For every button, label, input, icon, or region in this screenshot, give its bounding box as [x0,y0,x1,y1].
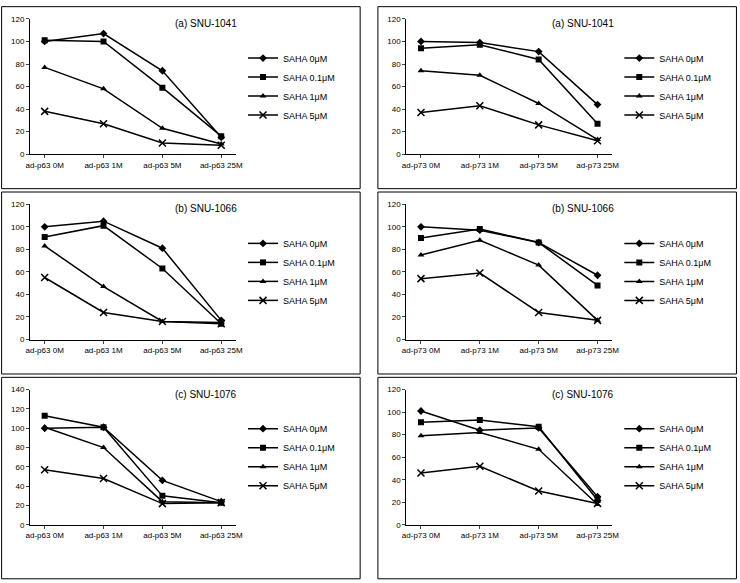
svg-text:ad-p63 0M: ad-p63 0M [26,531,65,540]
svg-text:(b) SNU-1066: (b) SNU-1066 [552,203,614,214]
svg-text:60: 60 [15,82,24,91]
svg-text:80: 80 [15,60,24,69]
svg-text:SAHA 1μM: SAHA 1μM [659,92,703,102]
svg-text:60: 60 [392,82,401,91]
svg-text:SAHA 5μM: SAHA 5μM [283,296,327,306]
svg-text:40: 40 [15,290,24,299]
svg-text:80: 80 [15,443,24,452]
svg-text:ad-p63 5M: ad-p63 5M [143,531,182,540]
svg-text:40: 40 [392,290,401,299]
svg-text:80: 80 [392,60,401,69]
svg-text:ad-p63 1M: ad-p63 1M [84,531,123,540]
svg-text:ad-p73 5M: ad-p73 5M [520,531,559,540]
svg-text:120: 120 [11,200,25,209]
svg-text:40: 40 [392,476,401,485]
svg-text:(c) SNU-1076: (c) SNU-1076 [175,389,237,400]
svg-text:SAHA 0μM: SAHA 0μM [283,424,327,434]
svg-text:80: 80 [392,245,401,254]
svg-text:ad-p63 25M: ad-p63 25M [200,161,243,170]
svg-text:100: 100 [11,223,25,232]
svg-text:0: 0 [396,150,401,159]
svg-text:SAHA 1μM: SAHA 1μM [659,277,703,287]
svg-text:SAHA 5μM: SAHA 5μM [283,111,327,121]
svg-text:60: 60 [15,463,24,472]
svg-text:ad-p73 0M: ad-p73 0M [402,161,441,170]
svg-text:SAHA 0.1μM: SAHA 0.1μM [283,443,335,453]
svg-text:20: 20 [15,127,24,136]
svg-text:SAHA 5μM: SAHA 5μM [659,481,703,491]
svg-text:120: 120 [11,405,25,414]
svg-text:SAHA 0μM: SAHA 0μM [659,54,703,64]
svg-text:0: 0 [20,335,25,344]
svg-text:0: 0 [396,521,401,530]
svg-text:SAHA 5μM: SAHA 5μM [659,111,703,121]
svg-text:SAHA 0.1μM: SAHA 0.1μM [283,258,335,268]
svg-text:140: 140 [11,385,25,394]
svg-text:ad-p73 5M: ad-p73 5M [520,161,559,170]
svg-text:100: 100 [387,223,401,232]
svg-text:100: 100 [11,37,25,46]
svg-text:20: 20 [392,313,401,322]
svg-text:(c) SNU-1076: (c) SNU-1076 [552,389,614,400]
svg-text:ad-p63 25M: ad-p63 25M [200,346,243,355]
svg-text:20: 20 [392,498,401,507]
svg-text:ad-p73 1M: ad-p73 1M [461,161,500,170]
svg-text:20: 20 [15,313,24,322]
svg-text:SAHA 1μM: SAHA 1μM [283,462,327,472]
svg-text:SAHA 0.1μM: SAHA 0.1μM [659,258,711,268]
svg-text:ad-p63 25M: ad-p63 25M [200,531,243,540]
svg-text:SAHA 5μM: SAHA 5μM [659,296,703,306]
svg-text:80: 80 [392,430,401,439]
svg-text:40: 40 [15,105,24,114]
svg-text:120: 120 [387,200,401,209]
svg-text:ad-p63 5M: ad-p63 5M [143,346,182,355]
svg-text:ad-p63 0M: ad-p63 0M [26,161,65,170]
svg-text:120: 120 [387,15,401,24]
svg-text:120: 120 [387,385,401,394]
svg-text:SAHA 0.1μM: SAHA 0.1μM [283,73,335,83]
svg-text:SAHA 0μM: SAHA 0μM [283,54,327,64]
svg-text:ad-p73 0M: ad-p73 0M [402,531,441,540]
svg-text:100: 100 [11,424,25,433]
svg-text:20: 20 [392,127,401,136]
svg-text:ad-p63 1M: ad-p63 1M [84,346,123,355]
svg-text:SAHA 1μM: SAHA 1μM [283,277,327,287]
svg-text:SAHA 0μM: SAHA 0μM [283,239,327,249]
svg-text:ad-p73 25M: ad-p73 25M [576,161,619,170]
svg-text:ad-p73 1M: ad-p73 1M [461,346,500,355]
svg-text:SAHA 5μM: SAHA 5μM [283,481,327,491]
svg-text:0: 0 [20,521,25,530]
svg-text:SAHA 0μM: SAHA 0μM [659,239,703,249]
svg-text:(a) SNU-1041: (a) SNU-1041 [552,18,614,29]
svg-text:ad-p73 5M: ad-p73 5M [520,346,559,355]
svg-text:20: 20 [15,501,24,510]
svg-text:(b) SNU-1066: (b) SNU-1066 [175,203,237,214]
svg-text:40: 40 [15,482,24,491]
svg-text:SAHA 0μM: SAHA 0μM [659,424,703,434]
svg-text:ad-p73 25M: ad-p73 25M [576,531,619,540]
svg-text:ad-p73 25M: ad-p73 25M [576,346,619,355]
svg-text:120: 120 [11,15,25,24]
svg-text:100: 100 [387,37,401,46]
svg-text:ad-p63 0M: ad-p63 0M [26,346,65,355]
svg-text:SAHA 0.1μM: SAHA 0.1μM [659,443,711,453]
svg-text:ad-p73 1M: ad-p73 1M [461,531,500,540]
svg-text:SAHA 1μM: SAHA 1μM [659,462,703,472]
svg-text:ad-p73 0M: ad-p73 0M [402,346,441,355]
svg-text:60: 60 [15,268,24,277]
svg-text:60: 60 [392,268,401,277]
svg-text:40: 40 [392,105,401,114]
svg-text:0: 0 [396,335,401,344]
svg-text:ad-p63 5M: ad-p63 5M [143,161,182,170]
svg-text:ad-p63 1M: ad-p63 1M [84,161,123,170]
svg-text:100: 100 [387,408,401,417]
svg-text:SAHA 0.1μM: SAHA 0.1μM [659,73,711,83]
svg-text:0: 0 [20,150,25,159]
svg-text:(a) SNU-1041: (a) SNU-1041 [175,18,237,29]
svg-text:60: 60 [392,453,401,462]
svg-text:80: 80 [15,245,24,254]
svg-text:SAHA 1μM: SAHA 1μM [283,92,327,102]
